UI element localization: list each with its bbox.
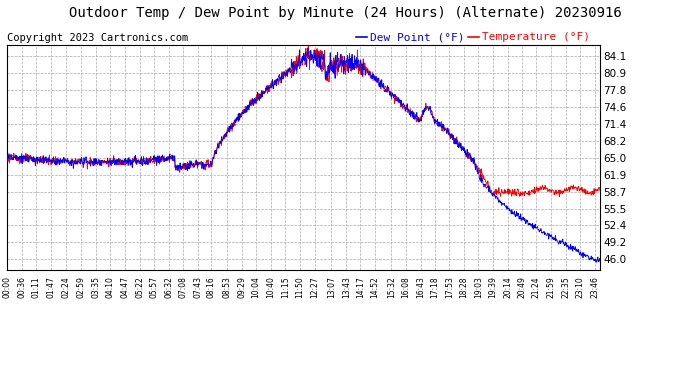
- Text: Outdoor Temp / Dew Point by Minute (24 Hours) (Alternate) 20230916: Outdoor Temp / Dew Point by Minute (24 H…: [68, 6, 622, 20]
- Legend: Dew Point (°F), Temperature (°F): Dew Point (°F), Temperature (°F): [351, 28, 595, 47]
- Text: Copyright 2023 Cartronics.com: Copyright 2023 Cartronics.com: [7, 33, 188, 43]
